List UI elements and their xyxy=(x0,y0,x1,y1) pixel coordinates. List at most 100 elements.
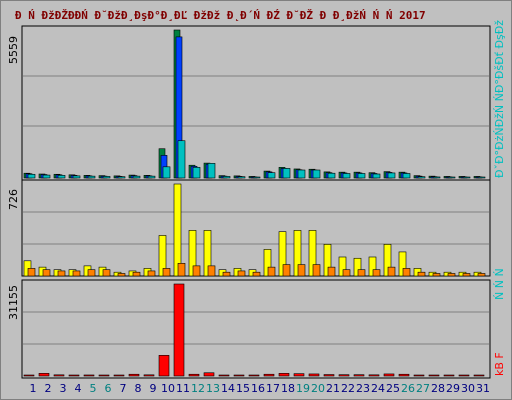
bar-visits-day-11 xyxy=(173,183,182,277)
bar-kb-f-day-15 xyxy=(233,374,245,377)
bar-kb-f-day-14 xyxy=(218,374,230,377)
bar-kb-f-day-24 xyxy=(368,374,380,377)
x-label-day-22: 22 xyxy=(341,382,355,395)
bar-kb-f-day-13 xyxy=(203,372,215,377)
x-label-day-27: 27 xyxy=(416,382,430,395)
chart-bars xyxy=(23,29,486,377)
bar-sites-day-10 xyxy=(162,268,171,277)
x-label-day-14: 14 xyxy=(221,382,235,395)
x-label-day-30: 30 xyxy=(461,382,475,395)
y-max-label-kbytes: 31155 xyxy=(7,285,20,320)
bar-pages-day-8 xyxy=(132,175,141,179)
x-label-day-13: 13 xyxy=(206,382,220,395)
x-label-day-1: 1 xyxy=(30,382,37,395)
x-label-day-15: 15 xyxy=(236,382,250,395)
x-label-day-16: 16 xyxy=(251,382,265,395)
bar-kb-f-day-25 xyxy=(383,373,395,377)
bar-kb-f-day-6 xyxy=(98,374,110,377)
bar-pages-day-24 xyxy=(372,173,381,179)
bar-sites-day-21 xyxy=(327,266,336,277)
x-label-day-28: 28 xyxy=(431,382,445,395)
y-max-label-hits: 5559 xyxy=(7,36,20,64)
bar-kb-f-day-8 xyxy=(128,373,140,377)
bar-pages-day-9 xyxy=(147,175,156,179)
bar-sites-day-9 xyxy=(147,270,156,277)
bar-visits-day-18 xyxy=(278,231,287,277)
x-label-day-11: 11 xyxy=(176,382,190,395)
bar-pages-day-15 xyxy=(237,176,246,179)
panel-visits xyxy=(21,179,491,277)
bar-pages-day-21 xyxy=(327,172,336,179)
bar-pages-day-25 xyxy=(387,172,396,179)
bar-sites-day-25 xyxy=(387,266,396,277)
x-label-day-8: 8 xyxy=(135,382,142,395)
x-label-day-4: 4 xyxy=(75,382,82,395)
bar-kb-f-day-27 xyxy=(413,374,425,377)
x-label-day-29: 29 xyxy=(446,382,460,395)
bar-pages-day-2 xyxy=(42,174,51,179)
bar-pages-day-7 xyxy=(117,176,126,179)
bar-pages-day-4 xyxy=(72,175,81,179)
bar-sites-day-23 xyxy=(357,269,366,277)
bar-sites-day-29 xyxy=(447,273,456,277)
bar-visits-day-22 xyxy=(338,256,347,277)
x-label-day-24: 24 xyxy=(371,382,385,395)
y-max-label-visits: 726 xyxy=(7,189,20,210)
bar-sites-day-24 xyxy=(372,269,381,277)
bar-pages-day-22 xyxy=(342,173,351,179)
bar-visits-day-17 xyxy=(263,249,272,277)
bar-pages-day-20 xyxy=(312,169,321,179)
bar-sites-day-18 xyxy=(282,264,291,277)
bar-pages-day-6 xyxy=(102,176,111,179)
bar-pages-day-5 xyxy=(87,175,96,179)
bar-sites-day-20 xyxy=(312,264,321,277)
bar-kb-f-day-18 xyxy=(278,373,290,377)
bar-pages-day-1 xyxy=(27,173,36,179)
bar-visits-day-26 xyxy=(398,251,407,277)
bar-pages-day-13 xyxy=(207,163,216,179)
bar-kb-f-day-30 xyxy=(458,374,470,377)
x-label-day-9: 9 xyxy=(150,382,157,395)
bar-sites-day-12 xyxy=(192,265,201,277)
bar-kb-f-day-29 xyxy=(443,374,455,377)
bar-pages-day-26 xyxy=(402,173,411,179)
bar-sites-day-4 xyxy=(72,270,81,277)
bar-visits-day-24 xyxy=(368,256,377,277)
bar-pages-day-10 xyxy=(162,166,171,179)
bar-kb-f-day-26 xyxy=(398,373,410,377)
bar-sites-day-13 xyxy=(207,265,216,277)
bar-visits-day-10 xyxy=(158,235,167,277)
bar-pages-day-14 xyxy=(222,176,231,179)
bar-visits-day-12 xyxy=(188,230,197,277)
legend-hits-files-pages: ĐˇĐ°ĐżŃĐžŃ ŃĐ°ĐšĐť ĐşĐž xyxy=(493,20,506,178)
x-label-day-5: 5 xyxy=(90,382,97,395)
bar-kb-f-day-16 xyxy=(248,374,260,377)
x-label-day-20: 20 xyxy=(311,382,325,395)
bar-kb-f-day-9 xyxy=(143,374,155,377)
bar-sites-day-22 xyxy=(342,269,351,277)
bar-pages-day-28 xyxy=(432,176,441,179)
bar-sites-day-6 xyxy=(102,269,111,277)
bar-pages-day-18 xyxy=(282,168,291,179)
bar-pages-day-3 xyxy=(57,175,66,179)
chart-title: Đ Ń ĐžĐŽĐĐŃ Đ˘ĐžĐ¸ĐşĐ°Đ¸ĐĽ ĐžĐž Đ˛Đ´Ń ĐŹ… xyxy=(15,9,426,22)
bar-kb-f-day-31 xyxy=(473,374,485,377)
bar-kb-f-day-1 xyxy=(23,374,35,377)
bar-kb-f-day-10 xyxy=(158,355,170,377)
bar-pages-day-23 xyxy=(357,173,366,179)
bar-kb-f-day-20 xyxy=(308,373,320,377)
bar-visits-day-20 xyxy=(308,230,317,277)
bar-sites-day-30 xyxy=(462,273,471,277)
bar-kb-f-day-4 xyxy=(68,374,80,377)
bar-pages-day-16 xyxy=(252,176,261,179)
bar-kb-f-day-23 xyxy=(353,374,365,377)
bar-pages-day-27 xyxy=(417,176,426,179)
bar-sites-day-16 xyxy=(252,271,261,277)
x-label-day-25: 25 xyxy=(386,382,400,395)
legend-visits-sites: Ń Ń Ń xyxy=(493,268,506,300)
bar-sites-day-7 xyxy=(117,273,126,277)
bar-visits-day-13 xyxy=(203,230,212,277)
bar-visits-day-23 xyxy=(353,257,362,277)
bar-sites-day-2 xyxy=(42,269,51,277)
